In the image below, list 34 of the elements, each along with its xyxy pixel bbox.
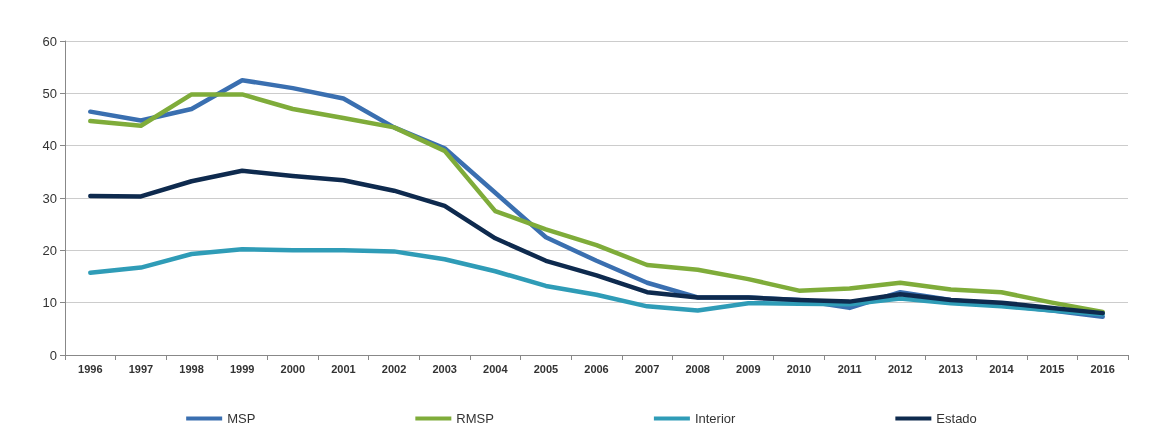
y-tick-label: 30 [42, 190, 57, 206]
y-tick-label: 40 [42, 138, 57, 154]
line-series [88, 247, 1105, 317]
x-tick-label: 2005 [533, 362, 559, 375]
legend-label: MSP [227, 411, 256, 426]
x-tick-label: 2015 [1039, 362, 1065, 375]
x-tick-label: 1999 [229, 362, 255, 375]
x-tick-label: 2002 [381, 362, 407, 375]
x-tick-label: 2007 [634, 362, 660, 375]
legend-label: RMSP [456, 411, 494, 426]
x-tick-label: 2014 [989, 362, 1015, 375]
y-tick-label: 20 [42, 242, 57, 258]
y-tick-label: 50 [42, 85, 57, 101]
x-tick-label: 2000 [280, 362, 306, 375]
legend-label: Interior [694, 411, 737, 426]
y-tick-label: 60 [42, 33, 57, 49]
x-tick-label: 2013 [938, 362, 964, 375]
y-tick-label: 10 [42, 295, 57, 311]
legend-label: Estado [936, 411, 977, 426]
x-tick-label: 2012 [887, 362, 913, 375]
x-tick-label: 1996 [78, 362, 103, 375]
x-tick-label: 1997 [128, 362, 154, 375]
x-tick-label: 2011 [837, 362, 862, 375]
x-tick-label: 2004 [483, 362, 509, 375]
x-tick-label: 2003 [432, 362, 457, 375]
x-tick-label: 2001 [331, 362, 356, 375]
y-tick-label: 0 [49, 347, 57, 363]
x-tick-label: 2008 [685, 362, 710, 375]
x-tick-label: 1998 [179, 362, 204, 375]
x-tick-label: 2016 [1090, 362, 1115, 375]
x-tick-label: 2009 [736, 362, 761, 375]
line-series [88, 168, 1105, 316]
x-tick-label: 2010 [786, 362, 812, 375]
x-tick-label: 2006 [584, 362, 609, 375]
